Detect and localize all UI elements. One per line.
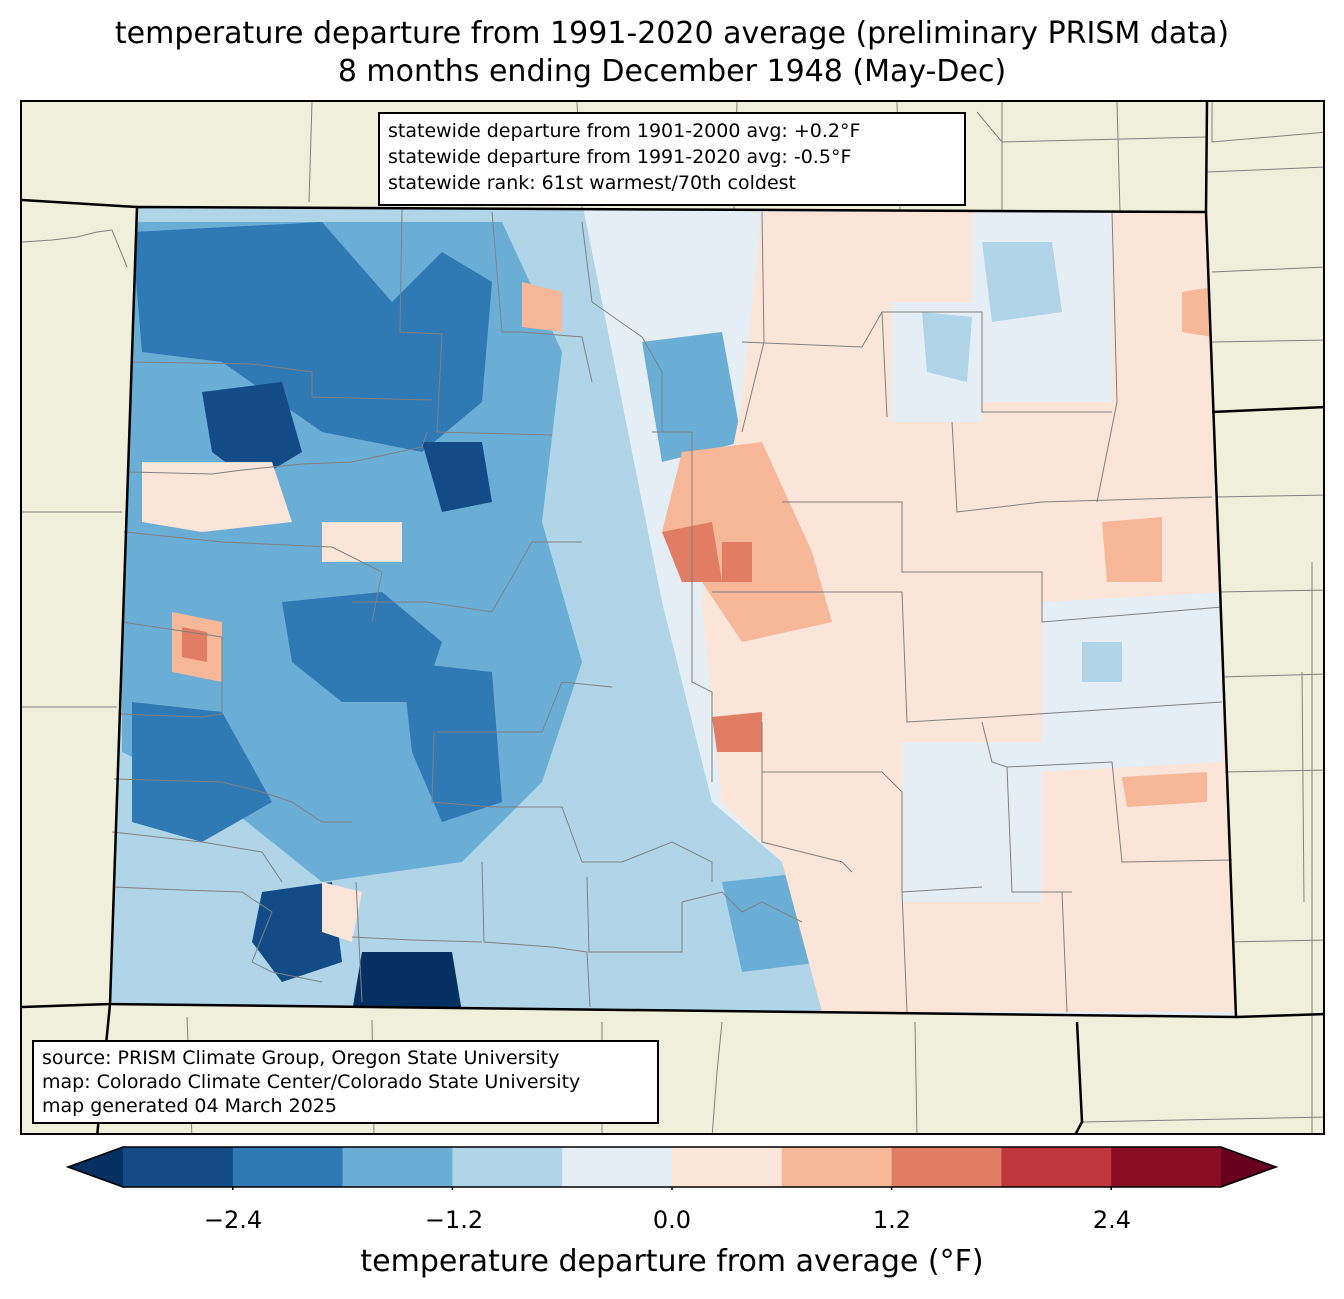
colorbar-label: temperature departure from average (°F) [360, 1244, 984, 1279]
source-line-2: map: Colorado Climate Center/Colorado St… [42, 1071, 581, 1093]
map-title: temperature departure from 1991-2020 ave… [114, 16, 1230, 51]
colorbar-segment [672, 1147, 783, 1187]
colorbar-segment [891, 1147, 1002, 1187]
temperature-field [110, 207, 1236, 1017]
colorbar-segment [1001, 1147, 1112, 1187]
source-line-3: map generated 04 March 2025 [42, 1095, 337, 1117]
statewide-stats-box: statewide departure from 1901-2000 avg: … [378, 112, 966, 206]
county-lines [111, 207, 1233, 1013]
colorbar-segment [452, 1147, 563, 1187]
map-frame [20, 100, 1325, 1135]
colorbar-tick-label: −2.4 [203, 1206, 263, 1234]
colorbar-segment [562, 1147, 673, 1187]
colorbar-segment [781, 1147, 893, 1187]
colorbar-extend-low [68, 1147, 123, 1187]
colorbar-segment [342, 1147, 453, 1187]
colorbar-segment [232, 1147, 344, 1187]
map-subtitle: 8 months ending December 1948 (May-Dec) [337, 54, 1007, 89]
colorbar-outline [66, 1146, 1278, 1188]
stats-line-3: statewide rank: 61st warmest/70th coldes… [388, 172, 797, 194]
source-box: source: PRISM Climate Group, Oregon Stat… [32, 1040, 659, 1124]
stats-line-2: statewide departure from 1991-2020 avg: … [388, 146, 852, 168]
stats-line-1: statewide departure from 1901-2000 avg: … [388, 120, 861, 142]
source-line-1: source: PRISM Climate Group, Oregon Stat… [42, 1047, 560, 1069]
colorado-map [22, 102, 1323, 1133]
colorbar-tick-label: 2.4 [1092, 1206, 1132, 1234]
colorbar-extend-high [1221, 1147, 1276, 1187]
colorbar [66, 1146, 1278, 1190]
colorbar-tick-label: 0.0 [652, 1206, 692, 1234]
colorbar-segment [123, 1147, 234, 1187]
colorbar-segment [1111, 1147, 1222, 1187]
colorbar-tick-label: −1.2 [424, 1206, 484, 1234]
colorbar-tick-label: 1.2 [872, 1206, 912, 1234]
